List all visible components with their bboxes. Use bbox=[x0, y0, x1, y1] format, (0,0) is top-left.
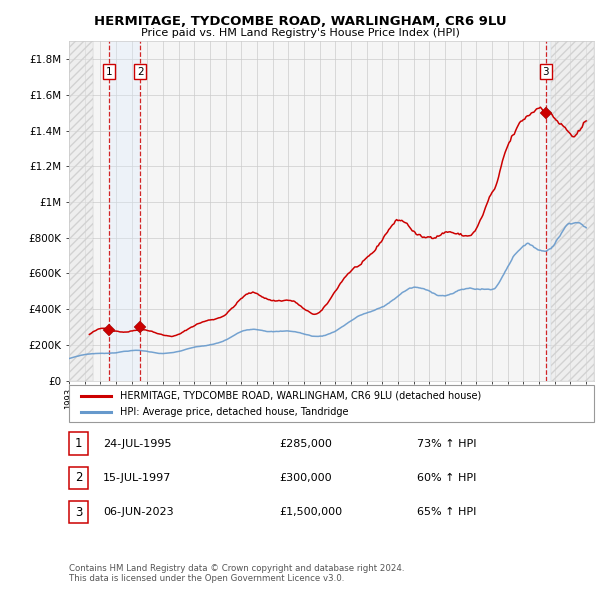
Text: HERMITAGE, TYDCOMBE ROAD, WARLINGHAM, CR6 9LU (detached house): HERMITAGE, TYDCOMBE ROAD, WARLINGHAM, CR… bbox=[120, 391, 481, 401]
Bar bbox=[109, 41, 140, 381]
Text: 1: 1 bbox=[106, 67, 112, 77]
Text: HERMITAGE, TYDCOMBE ROAD, WARLINGHAM, CR6 9LU: HERMITAGE, TYDCOMBE ROAD, WARLINGHAM, CR… bbox=[94, 15, 506, 28]
Text: 60% ↑ HPI: 60% ↑ HPI bbox=[417, 473, 476, 483]
Text: 15-JUL-1997: 15-JUL-1997 bbox=[103, 473, 172, 483]
Text: 65% ↑ HPI: 65% ↑ HPI bbox=[417, 507, 476, 517]
Text: 06-JUN-2023: 06-JUN-2023 bbox=[103, 507, 174, 517]
Text: £1,500,000: £1,500,000 bbox=[279, 507, 342, 517]
Text: Contains HM Land Registry data © Crown copyright and database right 2024.
This d: Contains HM Land Registry data © Crown c… bbox=[69, 563, 404, 583]
Text: £300,000: £300,000 bbox=[279, 473, 332, 483]
Text: 2: 2 bbox=[137, 67, 143, 77]
Text: 3: 3 bbox=[75, 506, 82, 519]
Text: Price paid vs. HM Land Registry's House Price Index (HPI): Price paid vs. HM Land Registry's House … bbox=[140, 28, 460, 38]
Text: 1: 1 bbox=[75, 437, 82, 450]
Text: 73% ↑ HPI: 73% ↑ HPI bbox=[417, 439, 476, 448]
Text: 3: 3 bbox=[542, 67, 549, 77]
Text: 2: 2 bbox=[75, 471, 82, 484]
Bar bbox=[546, 41, 551, 381]
Text: HPI: Average price, detached house, Tandridge: HPI: Average price, detached house, Tand… bbox=[120, 407, 349, 417]
Text: 24-JUL-1995: 24-JUL-1995 bbox=[103, 439, 172, 448]
Text: £285,000: £285,000 bbox=[279, 439, 332, 448]
